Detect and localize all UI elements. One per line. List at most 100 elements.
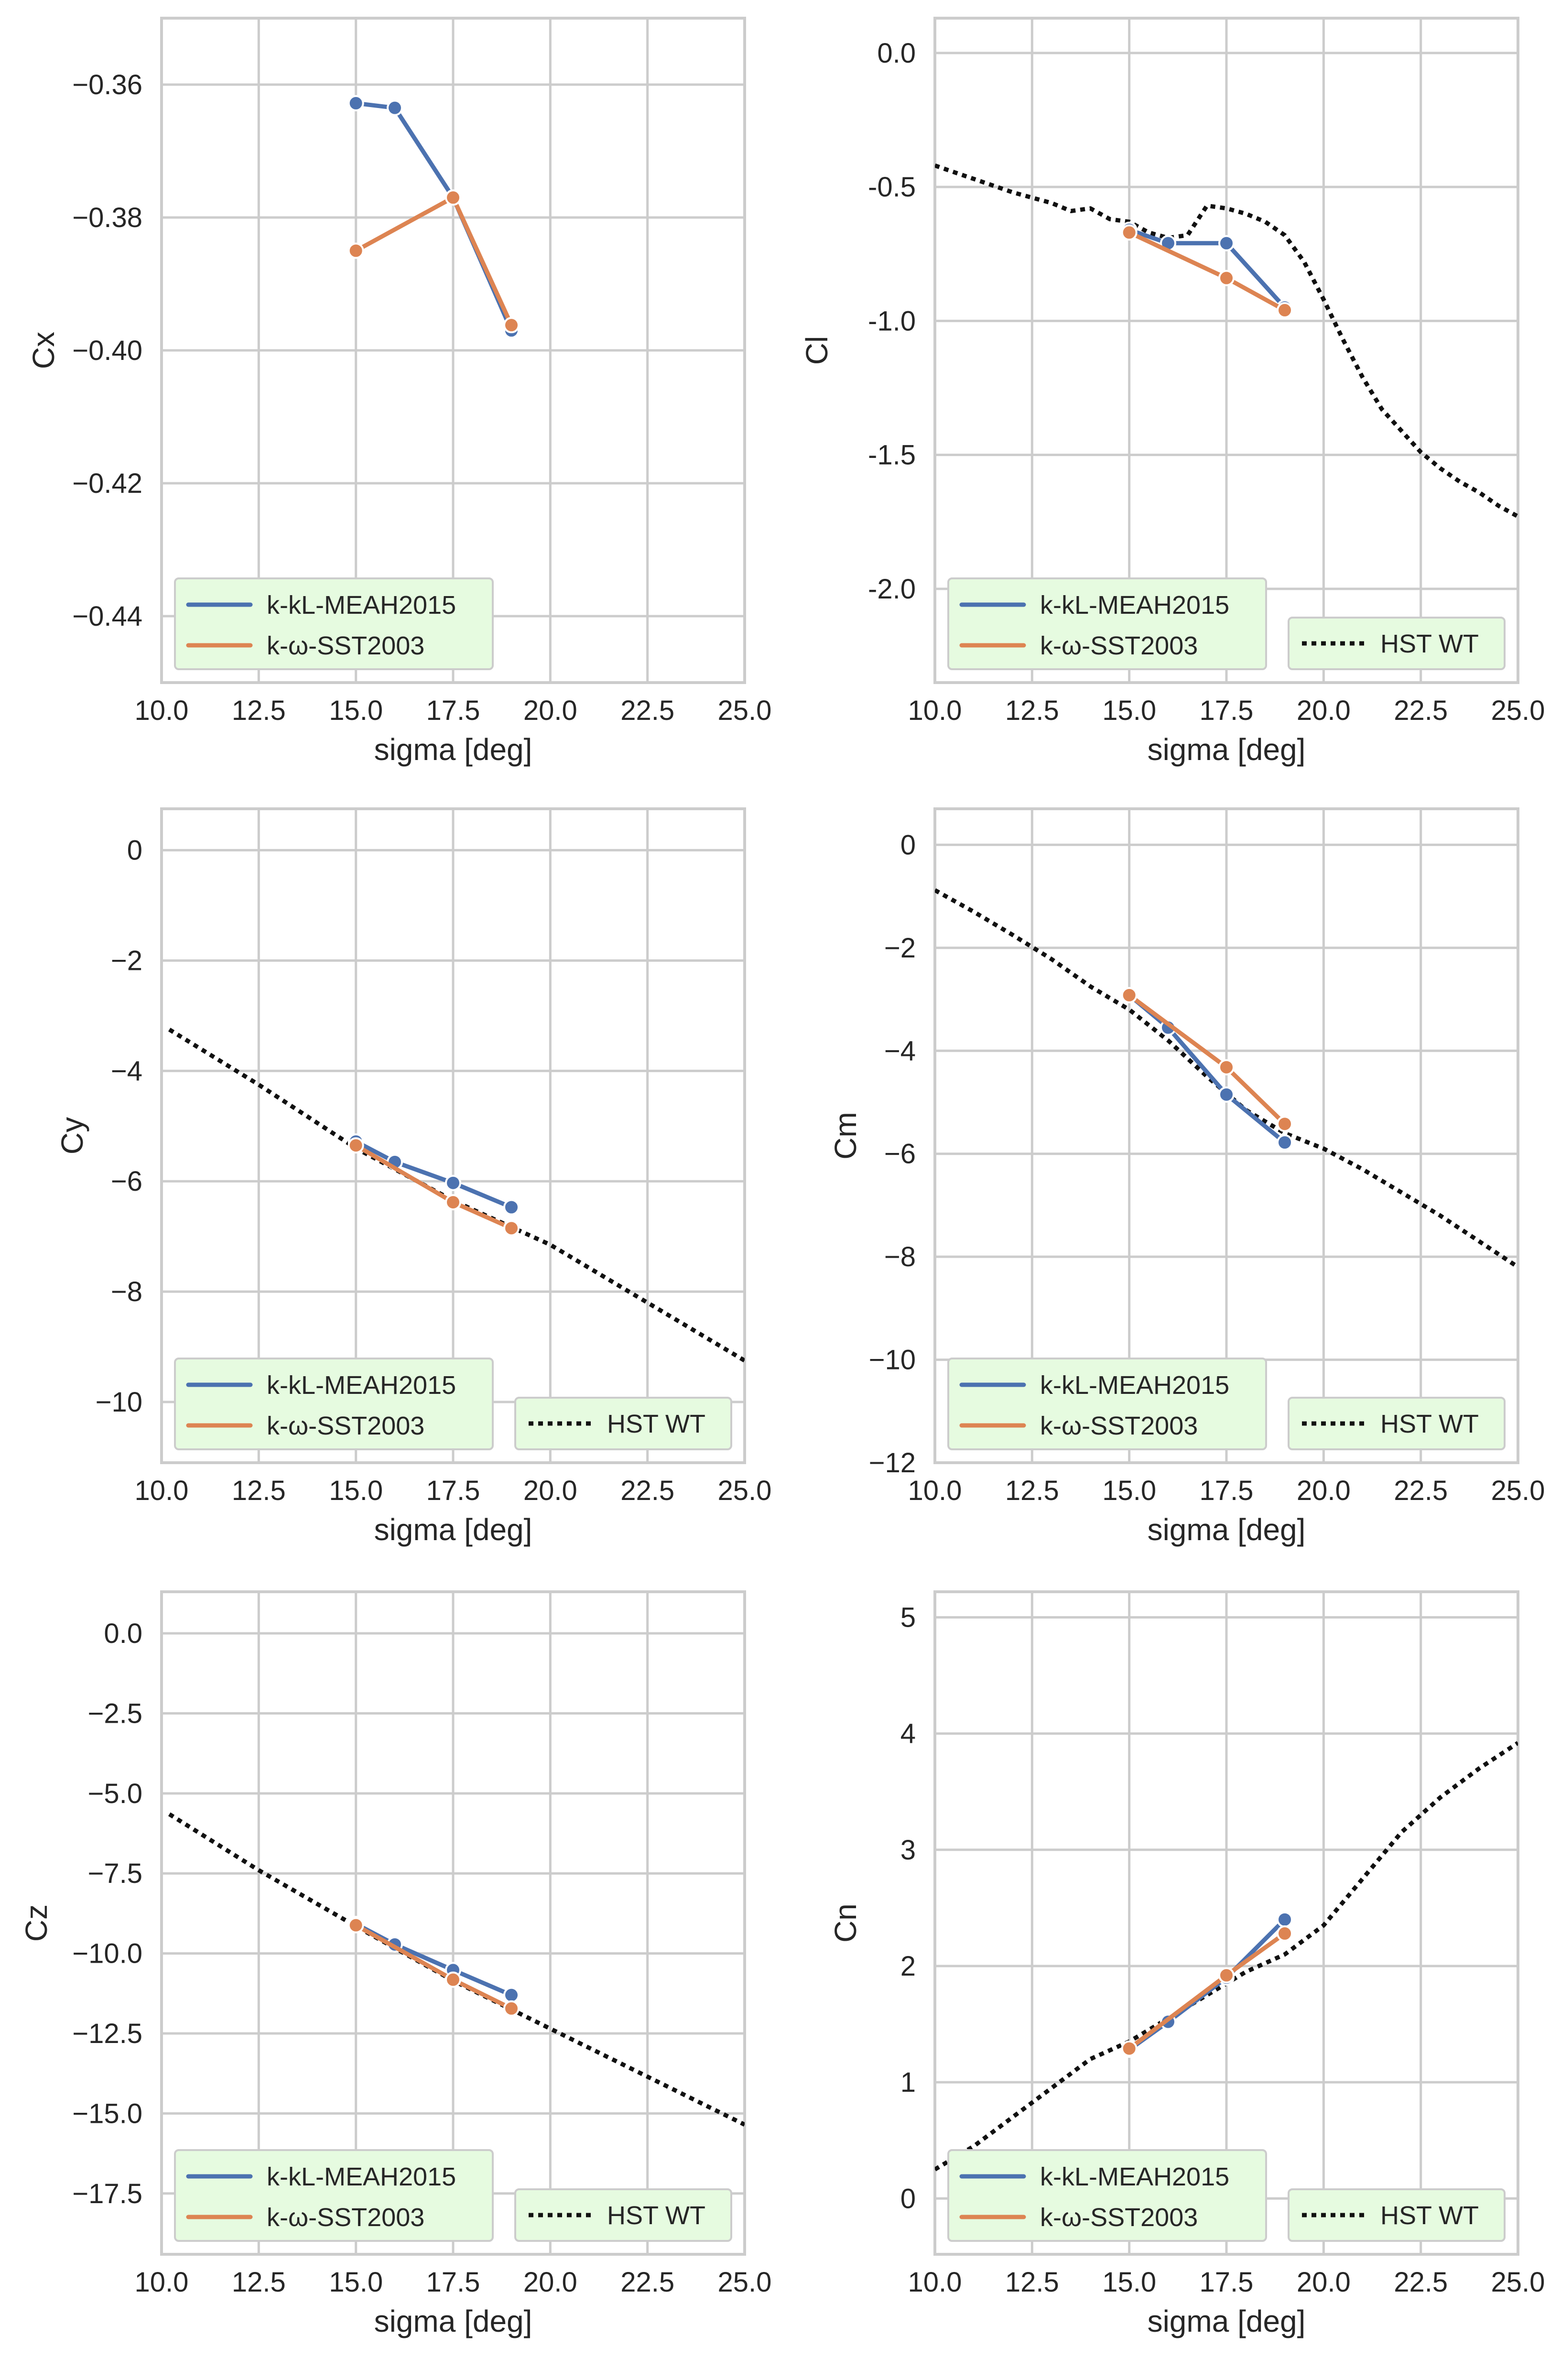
x-tick-label: 15.0: [1102, 1475, 1156, 1506]
x-axis-label: sigma [deg]: [1148, 732, 1306, 767]
data-point-sst: [1218, 1967, 1235, 1984]
y-tick-label: −10.0: [72, 1938, 142, 1969]
data-point-sst: [445, 189, 461, 206]
x-axis-label: sigma [deg]: [1148, 2304, 1306, 2338]
y-tick-label: −0.38: [72, 202, 142, 233]
legend-box: [1288, 2188, 1506, 2242]
y-tick-label: −15.0: [72, 2098, 142, 2129]
legend-hst: HST WT: [1288, 617, 1506, 670]
legend-box: [1288, 617, 1506, 670]
x-tick-label: 20.0: [1297, 1475, 1351, 1506]
y-tick-label: −10: [869, 1345, 916, 1376]
data-point-kkl: [387, 99, 403, 116]
legend-box: [174, 1358, 494, 1450]
legend-box: [947, 577, 1267, 670]
legend-box: [1288, 1397, 1506, 1450]
y-tick-label: −6: [111, 1166, 142, 1197]
data-point-sst: [445, 1194, 461, 1211]
y-tick-label: 4: [900, 1718, 916, 1750]
y-tick-label: 0: [900, 829, 916, 860]
plot-frame: [933, 17, 1519, 684]
plot-area: [168, 1812, 745, 2127]
data-point-sst: [1121, 224, 1138, 241]
data-point-sst: [1218, 270, 1235, 286]
plot-frame: [160, 807, 746, 1464]
y-tick-label: -1.5: [868, 440, 916, 471]
x-tick-label: 12.5: [1005, 1475, 1059, 1506]
x-tick-label: 17.5: [1200, 1475, 1254, 1506]
legend-models: k-kL-MEAH2015 k-ω-SST2003: [174, 2149, 494, 2242]
legend-label: k-kL-MEAH2015: [267, 591, 456, 619]
y-tick-label: −6: [884, 1139, 916, 1170]
y-axis-label: Cl: [800, 336, 834, 365]
y-tick-label: −8: [884, 1241, 916, 1272]
x-tick-label: 20.0: [1297, 2267, 1351, 2298]
y-tick-label: −17.5: [72, 2178, 142, 2209]
chart-cy: 10.0 12.5 15.0 17.5 20.0 22.5 25.0 0 −2 −4 −6 −8 −10…: [55, 807, 772, 1547]
data-point-sst: [503, 317, 520, 334]
legend-label: k-ω-SST2003: [267, 2203, 424, 2232]
x-tick-label: 12.5: [232, 2267, 286, 2298]
data-point-kkl: [1277, 1134, 1293, 1151]
x-tick-label: 10.0: [135, 2267, 189, 2298]
x-tick-label: 15.0: [329, 2267, 383, 2298]
x-tick-label: 22.5: [620, 2267, 674, 2298]
chart-cm: 10.0 12.5 15.0 17.5 20.0 22.5 25.0 0 −2 −4 −6 −8 −10…: [828, 807, 1545, 1547]
x-tick-label: 12.5: [232, 1475, 286, 1506]
chart-cx: 10.0 12.5 15.0 17.5 20.0 22.5 25.0 −0.36 −0.38 −0…: [26, 17, 771, 767]
x-tick-label: 10.0: [135, 1475, 189, 1506]
y-tick-label: −7.5: [88, 1858, 143, 1889]
series-line-kkl: [354, 1139, 514, 1209]
y-tick-label: −2: [884, 933, 916, 964]
legend-label: k-kL-MEAH2015: [1040, 2163, 1229, 2191]
x-tick-label: 25.0: [1491, 2267, 1545, 2298]
data-point-sst: [1277, 302, 1293, 318]
y-axis-label: Cz: [19, 1904, 54, 1942]
x-tick-label: 20.0: [523, 2267, 577, 2298]
data-point-sst: [1218, 1059, 1235, 1076]
data-point-sst: [1121, 2040, 1138, 2057]
y-tick-label: -1.0: [868, 305, 916, 337]
legend-models: k-kL-MEAH2015 k-ω-SST2003: [947, 2149, 1267, 2242]
y-tick-label: 5: [900, 1602, 916, 1633]
y-axis-label: Cx: [26, 332, 61, 369]
legend-label: k-kL-MEAH2015: [267, 2163, 456, 2191]
plot-area: [347, 95, 520, 339]
y-tick-label: 0.0: [104, 1618, 142, 1649]
y-tick-label: 0: [127, 835, 142, 866]
x-tick-label: 25.0: [718, 1475, 772, 1506]
legend-label: k-kL-MEAH2015: [1040, 591, 1229, 619]
y-tick-label: −4: [884, 1035, 916, 1066]
x-tick-label: 10.0: [135, 695, 189, 726]
legend-models: k-kL-MEAH2015 k-ω-SST2003: [947, 1358, 1267, 1450]
x-tick-label: 17.5: [426, 2267, 480, 2298]
x-tick-label: 10.0: [908, 2267, 962, 2298]
x-tick-label: 10.0: [908, 695, 962, 726]
data-point-sst: [1121, 987, 1138, 1003]
data-point-sst: [503, 1220, 520, 1237]
legend-hst: HST WT: [1288, 1397, 1506, 1450]
data-point-kkl: [1218, 1086, 1235, 1103]
legend-label: HST WT: [1380, 2201, 1479, 2230]
x-axis-label: sigma [deg]: [1148, 1512, 1306, 1547]
x-tick-label: 25.0: [718, 2267, 772, 2298]
data-point-sst: [347, 1137, 364, 1154]
x-tick-label: 22.5: [1394, 1475, 1448, 1506]
y-axis-label: Cn: [828, 1903, 863, 1943]
legend-label: k-ω-SST2003: [1040, 2203, 1198, 2232]
x-axis-label: sigma [deg]: [374, 2304, 532, 2338]
x-tick-label: 25.0: [1491, 1475, 1545, 1506]
plot-frame: [933, 807, 1519, 1464]
y-tick-label: 2: [900, 1951, 916, 1982]
y-tick-label: 3: [900, 1835, 916, 1866]
x-tick-label: 17.5: [426, 695, 480, 726]
data-point-kkl: [1277, 1911, 1293, 1928]
y-tick-label: −2.5: [88, 1698, 143, 1729]
data-point-kkl: [1218, 235, 1235, 251]
x-axis-label: sigma [deg]: [374, 1512, 532, 1547]
data-point-kkl: [347, 95, 364, 111]
legend-label: k-ω-SST2003: [267, 1412, 424, 1440]
x-axis-label: sigma [deg]: [374, 732, 532, 767]
legend-label: k-kL-MEAH2015: [1040, 1371, 1229, 1400]
x-tick-label: 15.0: [329, 1475, 383, 1506]
